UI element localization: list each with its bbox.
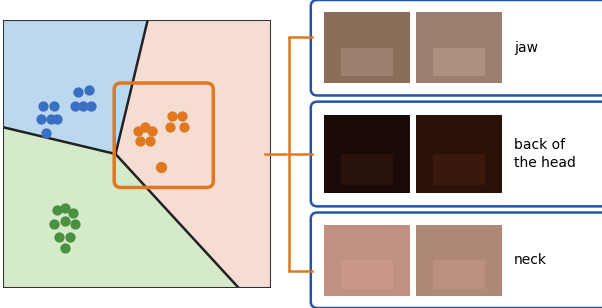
Bar xyxy=(341,260,393,289)
Point xyxy=(60,205,69,210)
Point xyxy=(178,114,187,119)
FancyBboxPatch shape xyxy=(311,213,602,308)
Point xyxy=(166,125,175,130)
Point xyxy=(78,103,88,108)
Point xyxy=(41,130,51,135)
Bar xyxy=(324,225,411,296)
Point xyxy=(46,117,56,122)
Text: jaw: jaw xyxy=(514,41,538,55)
Bar xyxy=(341,48,393,76)
Point xyxy=(179,125,188,130)
Bar xyxy=(433,260,485,289)
Bar xyxy=(433,48,485,76)
Point xyxy=(70,221,80,226)
Bar xyxy=(415,12,502,83)
Point xyxy=(157,165,166,170)
Point xyxy=(49,103,59,108)
Point xyxy=(73,90,83,95)
Point xyxy=(49,221,59,226)
Bar xyxy=(324,115,411,193)
Bar xyxy=(415,115,502,193)
Point xyxy=(36,117,45,122)
Point xyxy=(52,117,61,122)
Point xyxy=(54,235,64,240)
Polygon shape xyxy=(3,20,271,154)
Point xyxy=(140,125,150,130)
Point xyxy=(39,103,48,108)
Bar xyxy=(324,12,411,83)
FancyBboxPatch shape xyxy=(311,102,602,206)
Polygon shape xyxy=(116,20,271,288)
Polygon shape xyxy=(3,127,271,288)
Text: neck: neck xyxy=(514,253,547,267)
FancyBboxPatch shape xyxy=(311,0,602,95)
Point xyxy=(87,103,96,108)
Point xyxy=(167,114,176,119)
Point xyxy=(65,235,75,240)
Text: back of
the head: back of the head xyxy=(514,138,576,170)
Point xyxy=(60,218,69,223)
Point xyxy=(135,138,144,143)
Bar xyxy=(341,154,393,185)
Bar xyxy=(415,225,502,296)
Point xyxy=(147,129,157,134)
Bar xyxy=(433,154,485,185)
Point xyxy=(70,103,80,108)
Point xyxy=(68,210,78,215)
Point xyxy=(146,138,155,143)
Point xyxy=(84,87,93,92)
Point xyxy=(52,208,61,213)
Point xyxy=(60,245,69,250)
Point xyxy=(134,129,143,134)
